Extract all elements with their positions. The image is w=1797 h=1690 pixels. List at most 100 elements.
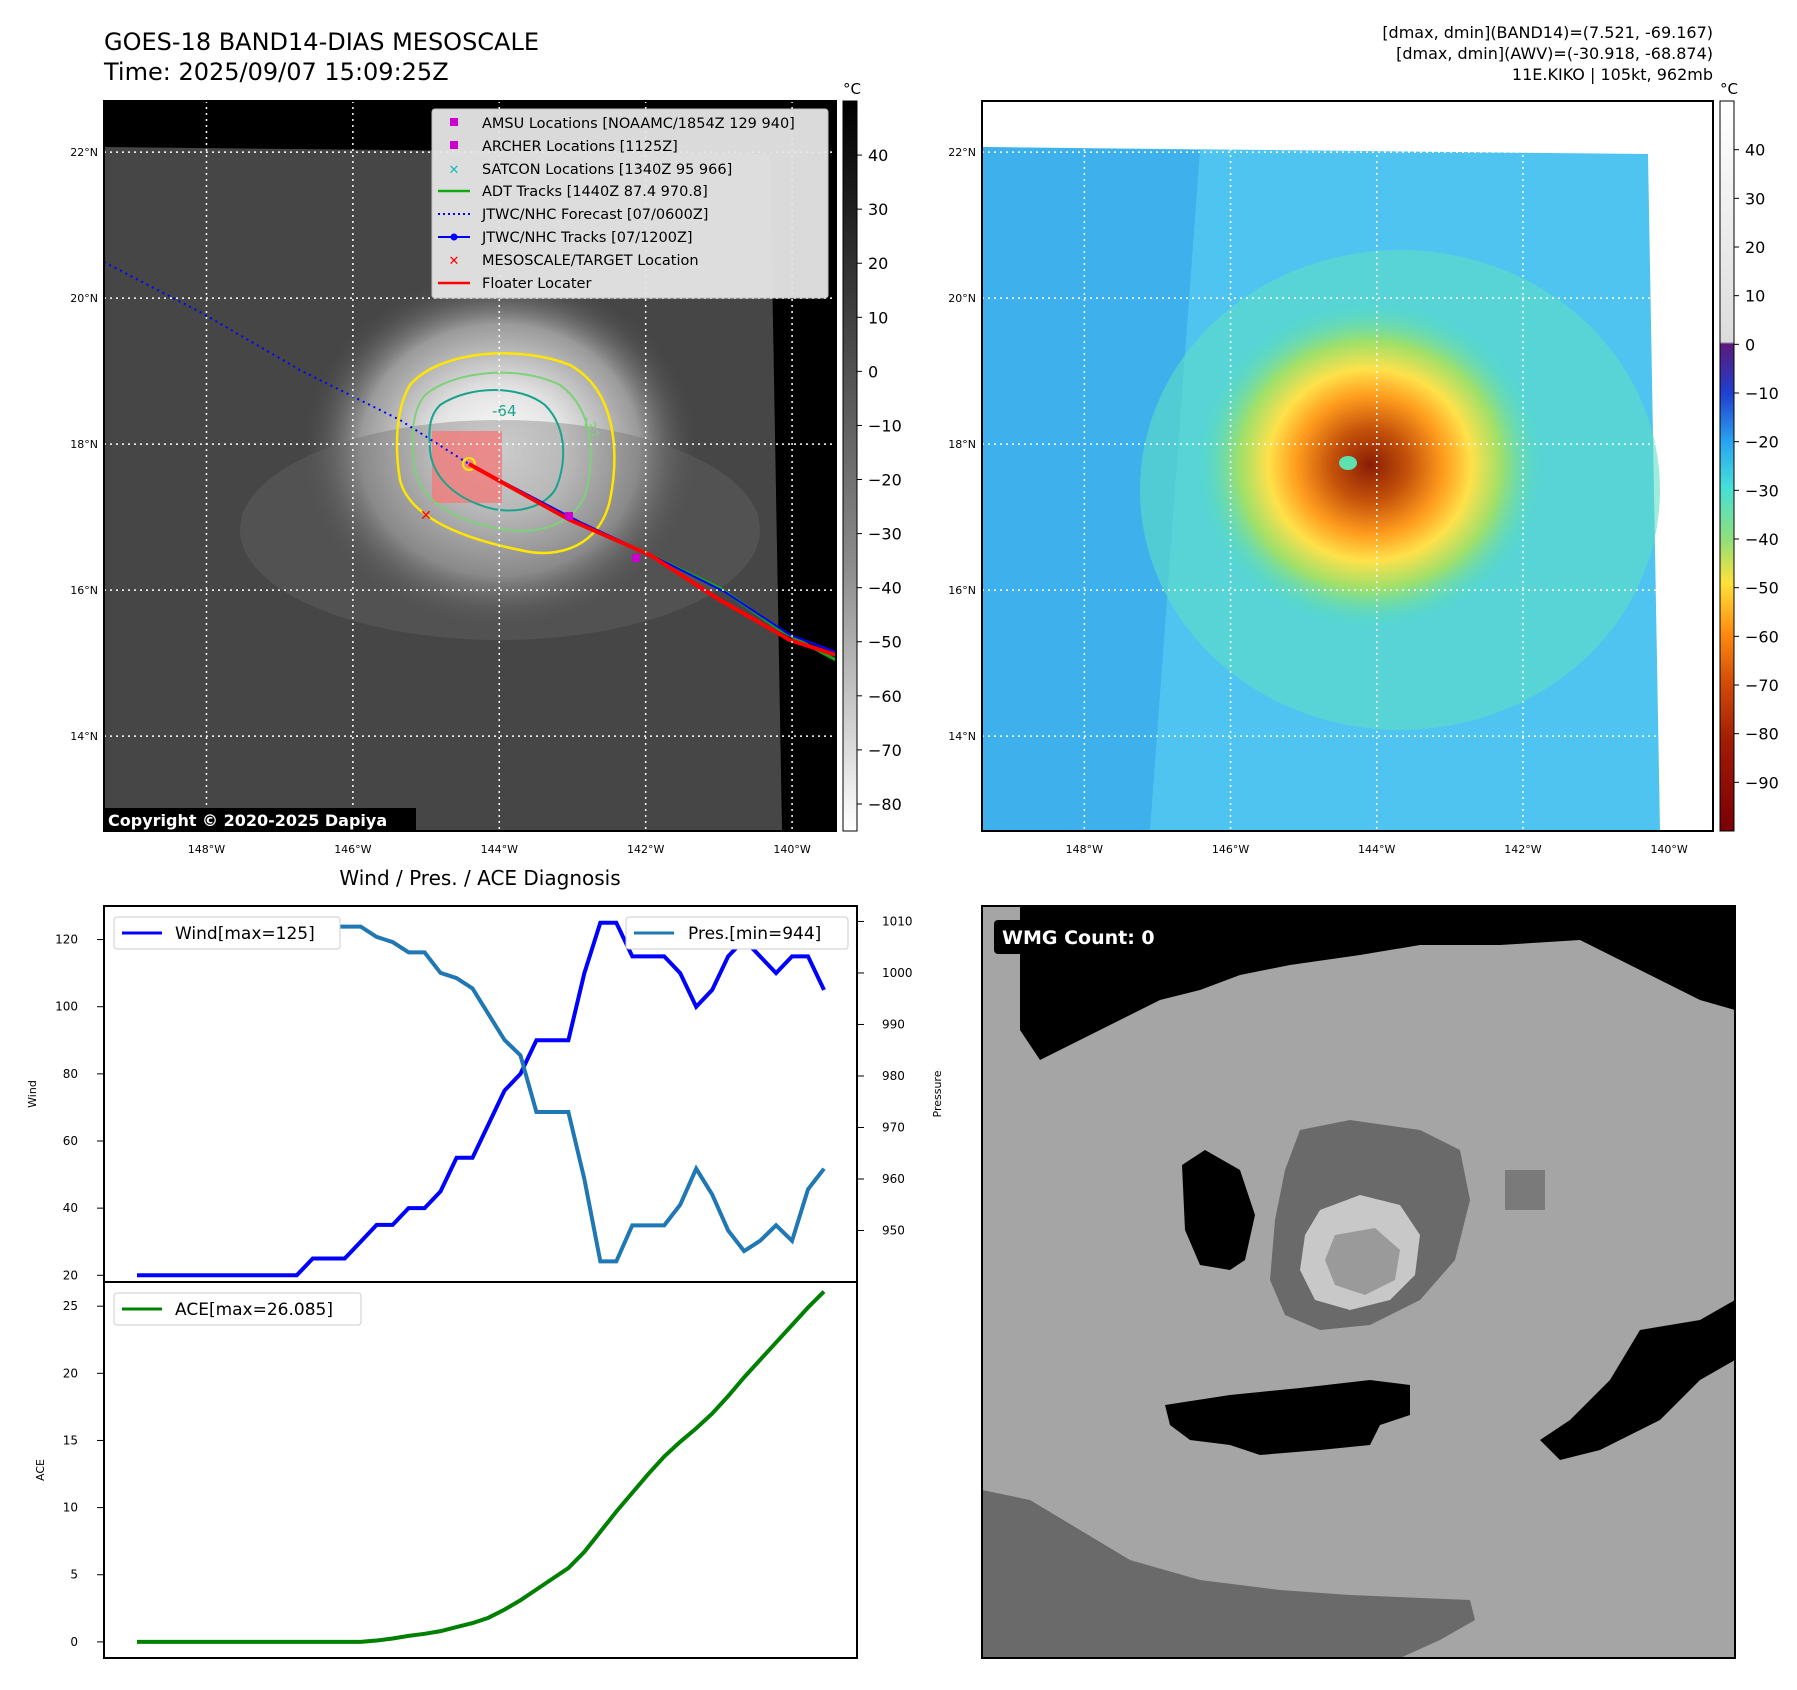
pressure-y-tick-label: 970 [882, 1120, 905, 1134]
ace-y-tick-label: 25 [63, 1299, 78, 1313]
pressure-y-tick-label: 980 [882, 1069, 905, 1083]
pressure-y-ticks: 950 960 970 980 990 1000 1010 [857, 914, 913, 1237]
wind-legend-box [113, 916, 341, 950]
amsu-marker [565, 512, 573, 520]
cbt-awv-tick-label: −50 [1745, 579, 1779, 598]
awv-map-panel: 22°N 20°N 18°N 16°N 14°N 148°W 146°W 144°W 142°… [948, 80, 1779, 856]
pressure-axis-label: Pressure [931, 1070, 944, 1117]
archer-marker [632, 554, 640, 562]
pressure-y-tick-label: 1010 [882, 914, 913, 928]
ir-colorbar-ticks: 40 30 20 10 0 −10 −20 −30 −40 −50 −60 −70 −80 [857, 146, 902, 814]
cbt-awv-tick-label: −70 [1745, 676, 1779, 695]
ace-y-tick-label: 15 [63, 1433, 78, 1447]
awv-lat-label: 16°N [948, 584, 976, 597]
cbt-ir-tick-label: 40 [868, 146, 888, 165]
ace-y-tick-label: 0 [70, 1635, 78, 1649]
pressure-y-tick-label: 960 [882, 1172, 905, 1186]
awv-colorbar-unit: °C [1720, 80, 1738, 98]
ace-legend: ACE[max=26.085] [113, 1292, 362, 1326]
cbt-awv-tick-label: −10 [1745, 384, 1779, 403]
wmg-count-label: WMG Count: 0 [1002, 927, 1155, 949]
wmg-warm-region [982, 1490, 1475, 1658]
legend-adt: ADT Tracks [1440Z 87.4 970.8] [482, 184, 708, 200]
wind-y-tick-label: 100 [55, 1000, 78, 1014]
pressure-legend-label: Pres.[min=944] [688, 924, 821, 944]
cbt-ir-tick-label: −30 [868, 525, 902, 544]
wind-pressure-panel: Wind / Pres. / ACE Diagnosis 20 40 60 80 100… [26, 866, 944, 1283]
wmg-cold-region-right [1540, 1300, 1735, 1460]
awv-lon-label: 140°W [1650, 843, 1687, 856]
wmg-frame [981, 905, 1736, 1659]
wind-y-tick-label: 20 [63, 1268, 78, 1282]
ir-colorbar [842, 100, 858, 832]
cbt-ir-tick-label: −10 [868, 416, 902, 435]
legend-satcon-symbol: ✕ [449, 163, 460, 178]
wmg-label-box [994, 920, 1172, 954]
ir-lon-label: 144°W [481, 843, 518, 856]
legend-tracks: JTWC/NHC Tracks [07/1200Z] [481, 230, 693, 246]
legend-satcon: SATCON Locations [1340Z 95 966] [482, 162, 732, 178]
cbt-awv-tick-label: −20 [1745, 433, 1779, 452]
legend-archer-symbol [450, 141, 458, 149]
cbt-ir-tick-label: −50 [868, 633, 902, 652]
ir-lon-label: 146°W [334, 843, 371, 856]
pressure-legend: Pres.[min=944] [625, 916, 849, 950]
wmg-cold-region-left [1182, 1150, 1255, 1270]
ace-axis-label: ACE [34, 1459, 47, 1481]
awv-lon-labels: 148°W 146°W 144°W 142°W 140°W [1066, 843, 1688, 856]
ir-cloud-band [240, 420, 760, 640]
awv-lon-label: 142°W [1504, 843, 1541, 856]
target-box [432, 431, 502, 503]
cbt-awv-tick-label: −40 [1745, 530, 1779, 549]
wmg-warm-pixels [1505, 1170, 1545, 1210]
awv-map-frame [981, 100, 1714, 832]
awv-lat-label: 14°N [948, 730, 976, 743]
target-marker: ✕ [420, 508, 432, 524]
cbt-awv-tick-label: −90 [1745, 773, 1779, 792]
awv-colorbar [1719, 100, 1735, 832]
cbt-ir-tick-label: −20 [868, 471, 902, 490]
cbt-ir-tick-label: 20 [868, 254, 888, 273]
legend-target: MESOSCALE/TARGET Location [482, 253, 699, 269]
ir-map-frame [103, 100, 837, 832]
ir-legend: AMSU Locations [NOAAMC/1854Z 129 940] AR… [431, 108, 829, 299]
ace-legend-box [113, 1292, 362, 1326]
ace-y-ticks: 0 5 10 15 20 25 [63, 1299, 104, 1649]
awv-lat-label: 18°N [948, 438, 976, 451]
wind-legend: Wind[max=125] [113, 916, 341, 950]
floater-track-line [468, 462, 836, 657]
cbt-awv-tick-label: 0 [1745, 335, 1755, 354]
cbt-awv-tick-label: −80 [1745, 725, 1779, 744]
awv-gridlines [982, 101, 1713, 831]
wmg-panel: WMG Count: 0 [981, 905, 1736, 1659]
ace-series-line [137, 1290, 826, 1644]
wind-series-line [137, 920, 826, 1278]
ir-lat-label: 16°N [70, 584, 98, 597]
ir-map-panel: -64 -31 ✕ 22°N20°N18°N16°N14°N 148°W 146°… [70, 80, 902, 856]
ace-y-tick-label: 10 [63, 1501, 78, 1515]
pressure-y-tick-label: 990 [882, 1017, 905, 1031]
legend-forecast: JTWC/NHC Forecast [07/0600Z] [481, 207, 708, 223]
copyright-text: Copyright © 2020-2025 Dapiya [108, 811, 387, 830]
wind-y-ticks: 20 40 60 80 100 120 [55, 933, 104, 1282]
cbt-awv-tick-label: −30 [1745, 481, 1779, 500]
wind-legend-label: Wind[max=125] [175, 924, 315, 944]
jtwc-forecast-line [104, 261, 470, 465]
figure-title: GOES-18 BAND14-DIAS MESOSCALE [104, 28, 539, 56]
awv-colorbar-ticks: 40 30 20 10 0 −10 −20 −30 −40 −50 −60 −70 −80 −90 [1734, 141, 1779, 792]
cbt-ir-tick-label: 30 [868, 200, 888, 219]
awv-lon-label: 148°W [1066, 843, 1103, 856]
cbt-ir-tick-label: −60 [868, 687, 902, 706]
pressure-y-tick-label: 1000 [882, 966, 913, 980]
ace-y-tick-label: 5 [70, 1568, 78, 1582]
ir-lon-label: 140°W [773, 843, 810, 856]
pressure-legend-box [625, 916, 849, 950]
cbt-awv-tick-label: 30 [1745, 189, 1765, 208]
wind-axis-label: Wind [26, 1080, 39, 1108]
wind-y-tick-label: 80 [63, 1067, 78, 1081]
awv-lat-label: 20°N [948, 292, 976, 305]
awv-lon-label: 144°W [1358, 843, 1395, 856]
ace-plot-area [103, 1281, 858, 1659]
jtwc-track-line [468, 463, 836, 653]
